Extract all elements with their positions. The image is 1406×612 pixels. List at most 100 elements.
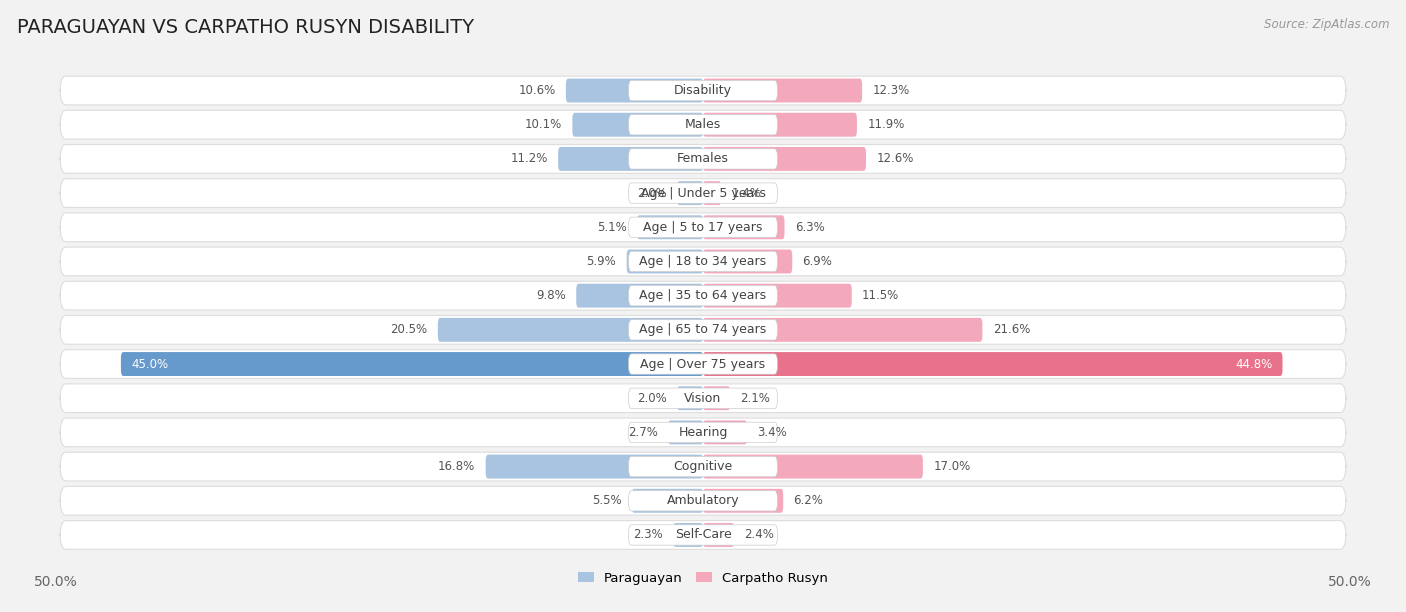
Text: 9.8%: 9.8% [536,289,565,302]
Text: 1.4%: 1.4% [731,187,761,200]
FancyBboxPatch shape [628,354,778,374]
FancyBboxPatch shape [703,386,730,410]
FancyBboxPatch shape [628,422,778,442]
Text: 11.5%: 11.5% [862,289,900,302]
Text: 5.5%: 5.5% [592,494,621,507]
Text: Age | Under 5 years: Age | Under 5 years [641,187,765,200]
FancyBboxPatch shape [60,487,1346,515]
FancyBboxPatch shape [703,455,922,479]
FancyBboxPatch shape [60,247,1346,276]
Text: 6.9%: 6.9% [803,255,832,268]
FancyBboxPatch shape [60,452,1346,481]
FancyBboxPatch shape [703,523,734,547]
Text: Disability: Disability [673,84,733,97]
FancyBboxPatch shape [678,386,703,410]
Text: Source: ZipAtlas.com: Source: ZipAtlas.com [1264,18,1389,31]
FancyBboxPatch shape [703,352,1282,376]
FancyBboxPatch shape [628,217,778,237]
Text: Age | 18 to 34 years: Age | 18 to 34 years [640,255,766,268]
FancyBboxPatch shape [60,521,1346,550]
FancyBboxPatch shape [628,525,778,545]
Text: 11.2%: 11.2% [510,152,548,165]
FancyBboxPatch shape [121,352,703,376]
Text: Vision: Vision [685,392,721,405]
FancyBboxPatch shape [565,78,703,102]
Text: 10.1%: 10.1% [524,118,562,131]
Text: 6.3%: 6.3% [794,221,824,234]
FancyBboxPatch shape [60,418,1346,447]
Text: 17.0%: 17.0% [934,460,970,473]
Text: PARAGUAYAN VS CARPATHO RUSYN DISABILITY: PARAGUAYAN VS CARPATHO RUSYN DISABILITY [17,18,474,37]
FancyBboxPatch shape [673,523,703,547]
FancyBboxPatch shape [60,384,1346,412]
Text: 6.2%: 6.2% [793,494,824,507]
FancyBboxPatch shape [631,489,703,513]
Text: 12.6%: 12.6% [876,152,914,165]
FancyBboxPatch shape [60,144,1346,173]
FancyBboxPatch shape [60,349,1346,378]
Text: 5.1%: 5.1% [598,221,627,234]
FancyBboxPatch shape [628,388,778,408]
FancyBboxPatch shape [703,78,862,102]
Text: Females: Females [678,152,728,165]
FancyBboxPatch shape [485,455,703,479]
Text: 44.8%: 44.8% [1234,357,1272,370]
Text: 21.6%: 21.6% [993,323,1031,337]
FancyBboxPatch shape [703,250,792,274]
Text: 5.9%: 5.9% [586,255,616,268]
FancyBboxPatch shape [703,113,856,136]
FancyBboxPatch shape [628,491,778,511]
FancyBboxPatch shape [628,457,778,477]
Text: Males: Males [685,118,721,131]
FancyBboxPatch shape [628,183,778,203]
Text: Cognitive: Cognitive [673,460,733,473]
Text: 16.8%: 16.8% [439,460,475,473]
FancyBboxPatch shape [703,147,866,171]
FancyBboxPatch shape [628,149,778,169]
Text: 45.0%: 45.0% [131,357,169,370]
FancyBboxPatch shape [668,420,703,444]
FancyBboxPatch shape [703,489,783,513]
FancyBboxPatch shape [60,110,1346,139]
FancyBboxPatch shape [60,76,1346,105]
FancyBboxPatch shape [60,179,1346,207]
FancyBboxPatch shape [628,80,778,101]
Legend: Paraguayan, Carpatho Rusyn: Paraguayan, Carpatho Rusyn [572,566,834,590]
Text: 2.0%: 2.0% [637,392,666,405]
FancyBboxPatch shape [628,252,778,272]
FancyBboxPatch shape [703,420,747,444]
FancyBboxPatch shape [703,215,785,239]
Text: 12.3%: 12.3% [873,84,910,97]
Text: 11.9%: 11.9% [868,118,904,131]
FancyBboxPatch shape [678,181,703,205]
FancyBboxPatch shape [628,319,778,340]
FancyBboxPatch shape [627,250,703,274]
Text: 20.5%: 20.5% [391,323,427,337]
Text: Self-Care: Self-Care [675,529,731,542]
FancyBboxPatch shape [60,213,1346,242]
Text: Age | Over 75 years: Age | Over 75 years [641,357,765,370]
FancyBboxPatch shape [60,282,1346,310]
FancyBboxPatch shape [576,284,703,308]
Text: 2.1%: 2.1% [741,392,770,405]
FancyBboxPatch shape [558,147,703,171]
FancyBboxPatch shape [60,316,1346,344]
Text: 10.6%: 10.6% [519,84,555,97]
Text: 2.3%: 2.3% [633,529,662,542]
Text: 2.4%: 2.4% [744,529,775,542]
FancyBboxPatch shape [628,114,778,135]
FancyBboxPatch shape [703,284,852,308]
Text: 2.0%: 2.0% [637,187,666,200]
Text: 2.7%: 2.7% [628,426,658,439]
FancyBboxPatch shape [437,318,703,342]
Text: 3.4%: 3.4% [758,426,787,439]
Text: Hearing: Hearing [678,426,728,439]
FancyBboxPatch shape [637,215,703,239]
Text: Age | 5 to 17 years: Age | 5 to 17 years [644,221,762,234]
FancyBboxPatch shape [572,113,703,136]
FancyBboxPatch shape [628,285,778,306]
FancyBboxPatch shape [703,181,721,205]
Text: Age | 35 to 64 years: Age | 35 to 64 years [640,289,766,302]
Text: Ambulatory: Ambulatory [666,494,740,507]
FancyBboxPatch shape [703,318,983,342]
